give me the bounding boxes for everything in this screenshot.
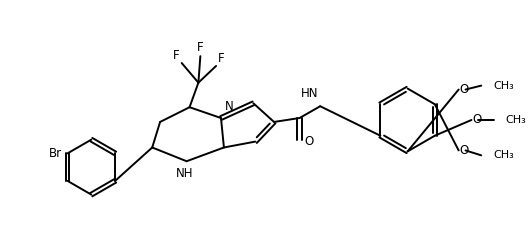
Text: F: F (173, 49, 180, 62)
Text: O: O (305, 135, 314, 148)
Text: N: N (225, 100, 234, 113)
Text: O: O (460, 144, 469, 157)
Text: Br: Br (49, 147, 62, 160)
Text: CH₃: CH₃ (506, 115, 526, 125)
Text: HN: HN (301, 87, 318, 100)
Text: O: O (473, 114, 482, 126)
Text: F: F (197, 41, 204, 54)
Text: CH₃: CH₃ (493, 81, 514, 91)
Text: CH₃: CH₃ (493, 150, 514, 160)
Text: NH: NH (176, 167, 193, 180)
Text: F: F (218, 52, 225, 65)
Text: O: O (460, 83, 469, 96)
